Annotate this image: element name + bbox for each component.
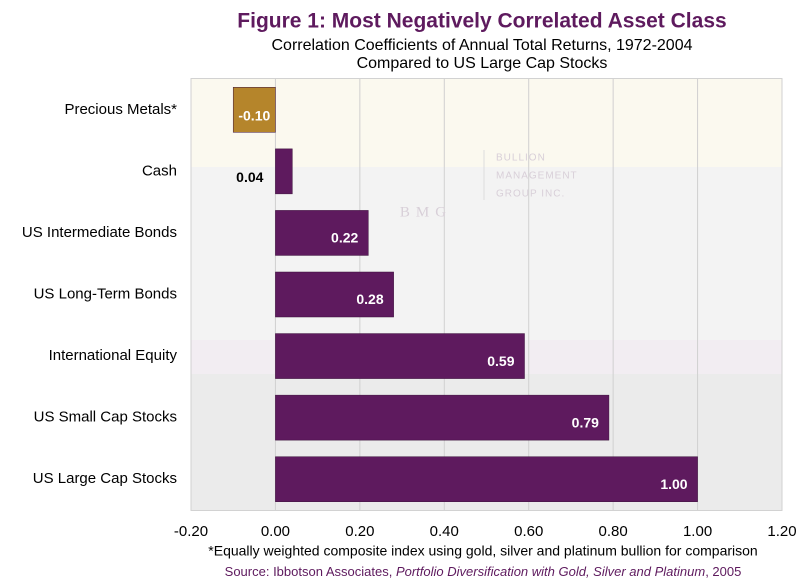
y-tick-label: Cash <box>142 162 177 179</box>
chart-title: Figure 1: Most Negatively Correlated Ass… <box>237 10 726 33</box>
y-tick-label: US Large Cap Stocks <box>33 470 177 487</box>
data-label: 1.00 <box>660 476 687 492</box>
source-text: , 2005 <box>705 564 741 579</box>
data-label: 0.59 <box>487 353 514 369</box>
source-text: Portfolio Diversification with Gold, Sil… <box>396 564 705 579</box>
data-label: 0.28 <box>356 291 383 307</box>
x-tick-label: 1.00 <box>683 523 712 540</box>
bar <box>275 394 610 441</box>
bar <box>275 271 394 318</box>
x-tick-label: 0.20 <box>345 523 374 540</box>
watermark-text: GROUP INC. <box>496 189 565 200</box>
y-tick-label: US Intermediate Bonds <box>22 224 177 241</box>
footnote: *Equally weighted composite index using … <box>208 543 757 559</box>
watermark: BULLION MANAGEMENT GROUP INC. BMG <box>400 150 578 220</box>
x-tick-label: 0.40 <box>430 523 459 540</box>
watermark-text: MANAGEMENT <box>496 171 578 182</box>
x-tick-label: 0.00 <box>261 523 290 540</box>
data-label: 0.04 <box>236 169 263 185</box>
y-tick-label: US Small Cap Stocks <box>34 409 177 426</box>
bar <box>275 456 698 502</box>
x-tick-label: 1.20 <box>767 523 796 540</box>
x-tick-label: -0.20 <box>174 523 208 540</box>
bar <box>232 87 276 133</box>
data-label: -0.10 <box>238 107 270 123</box>
y-tick-label: International Equity <box>49 347 178 364</box>
bar <box>275 210 369 256</box>
bar <box>275 333 525 379</box>
source: Source: Ibbotson Associates, Portfolio D… <box>225 564 742 579</box>
x-tick-label: 0.80 <box>599 523 628 540</box>
y-tick-label: Precious Metals* <box>64 101 177 118</box>
source-text: Source: Ibbotson Associates, <box>225 564 396 579</box>
y-tick-label: US Long-Term Bonds <box>34 285 177 302</box>
x-tick-label: 0.60 <box>514 523 543 540</box>
chart-subtitle: Compared to US Large Cap Stocks <box>357 55 608 72</box>
bar <box>275 148 293 195</box>
watermark-text: BULLION <box>496 153 546 164</box>
watermark-text: BMG <box>400 204 452 220</box>
data-label: 0.79 <box>572 414 599 430</box>
chart-subtitle: Correlation Coefficients of Annual Total… <box>271 37 692 54</box>
data-label: 0.22 <box>331 230 358 246</box>
